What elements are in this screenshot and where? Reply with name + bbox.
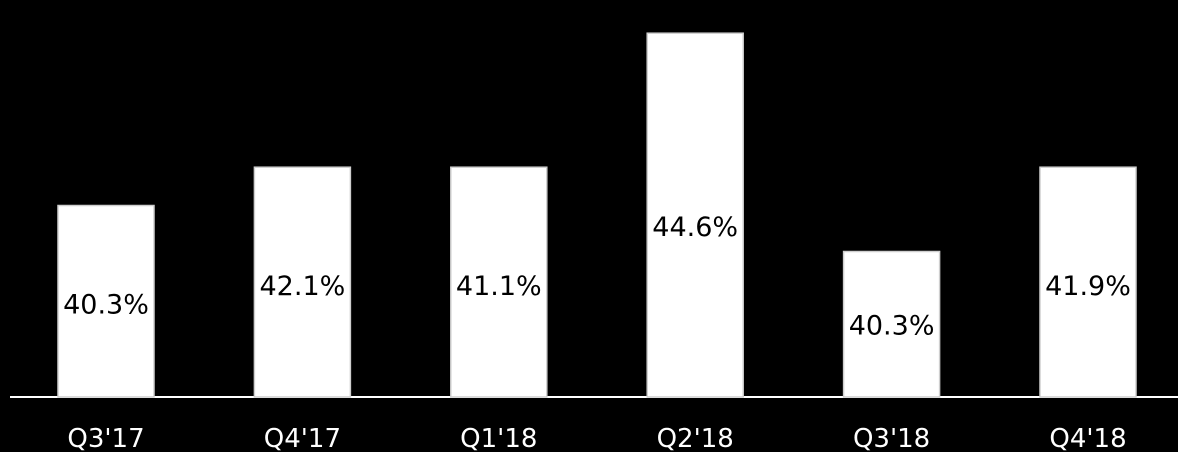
bar-0: [57, 204, 155, 398]
bar-3: [646, 32, 744, 398]
x-tick-label-2: Q1'18: [460, 424, 537, 452]
x-tick-label-0: Q3'17: [67, 424, 144, 452]
bars-group: [57, 32, 1137, 398]
value-label-3: 44.6%: [652, 212, 738, 243]
x-tick-label-5: Q4'18: [1049, 424, 1126, 452]
x-tick-label-4: Q3'18: [853, 424, 930, 452]
value-label-2: 41.1%: [456, 271, 542, 302]
bar-5: [1039, 166, 1137, 398]
value-label-5: 41.9%: [1045, 271, 1131, 302]
bar-4: [842, 250, 941, 398]
bar-1: [253, 166, 352, 398]
value-labels-group: 40.3% 42.1% 41.1% 44.6% 40.3% 41.9%: [63, 212, 1131, 341]
value-label-4: 40.3%: [849, 311, 935, 342]
bar-2: [450, 166, 548, 398]
x-tick-labels-group: Q3'17 Q4'17 Q1'18 Q2'18 Q3'18 Q4'18: [67, 424, 1126, 452]
value-label-0: 40.3%: [63, 290, 149, 321]
x-tick-label-3: Q2'18: [657, 424, 734, 452]
value-label-1: 42.1%: [260, 271, 346, 302]
x-tick-label-1: Q4'17: [264, 424, 341, 452]
